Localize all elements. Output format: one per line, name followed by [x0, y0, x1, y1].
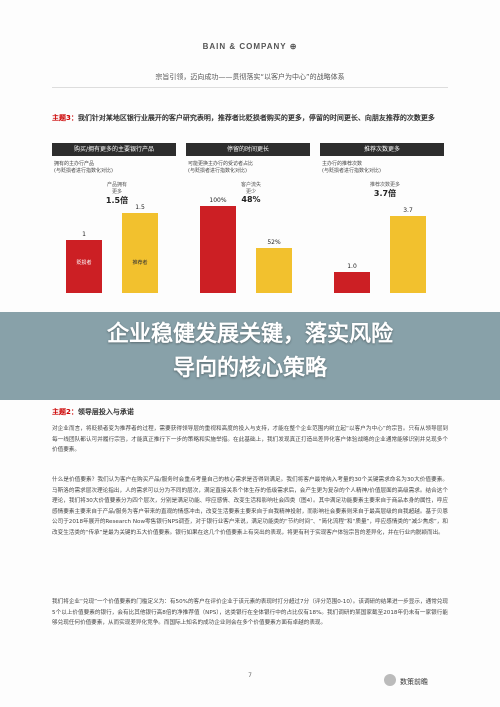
- panel-description: 主办行的推荐次数 (与贬损者进行指数化对比): [322, 161, 381, 174]
- figure-title-text: 我们针对某地区银行业展开的客户研究表明，推荐者比贬损者购买的更多，停留的时间更长…: [77, 114, 435, 122]
- paragraph-1: 对企业而言，将贬损者变为推荐者的过程，需要获得领导层的重视和高度的投入与支持，才…: [52, 426, 448, 453]
- figure-label: 主题3：: [52, 114, 78, 122]
- bar-value-label: 3.7: [403, 207, 413, 214]
- panel-heading: 推荐次数更多: [320, 143, 444, 156]
- callout-value: 3.7倍: [373, 189, 397, 198]
- chart-callout: 推荐次数更多 3.7倍: [360, 181, 410, 199]
- bar-value-label: 1.0: [347, 263, 357, 270]
- bar-value-label: 100%: [209, 197, 227, 204]
- callout-value: 1.5倍: [105, 196, 129, 205]
- panel-description: 拥有的主办行产品 (与贬损者进行指数化对比): [54, 161, 113, 174]
- callout-label: 客户流失 更少: [240, 182, 261, 195]
- bar: [256, 248, 292, 293]
- bar: [122, 213, 158, 293]
- chart-callout: 客户流失 更少 48%: [226, 181, 276, 204]
- chart-panel-2: 停留的时间更长 可能更换主办行的受访者占比 (与贬损者进行指数化对比) 100% 52…: [186, 143, 310, 295]
- bar-value-label: 1: [82, 231, 86, 238]
- callout-label: 产品拥有 更多: [106, 182, 127, 195]
- page-number: 7: [248, 672, 252, 679]
- overlay-title: 企业稳健发展关键，落实风险 导向的核心策略: [0, 318, 500, 386]
- bar: [200, 206, 236, 293]
- theme-heading: 主题2：领导层投入与承诺: [52, 407, 452, 417]
- running-header: 宗旨引领，迈向成功——贯彻落实“以客户为中心”的战略体系: [155, 73, 345, 81]
- bar: [390, 216, 426, 293]
- paragraph-2: 什么是价值要素？我们认为客户在购买产品/服务时会重点考量自己的核心需求是否得到满…: [52, 477, 448, 536]
- bar-value-label: 52%: [267, 239, 281, 246]
- panel-description: 可能更换主办行的受访者占比 (与贬损者进行指数化对比): [188, 161, 254, 174]
- overlay-title-line-2: 导向的核心策略: [172, 356, 327, 381]
- figure-title: 主题3：我们针对某地区银行业展开的客户研究表明，推荐者比贬损者购买的更多，停留的…: [52, 112, 452, 124]
- title-overlay-band: [0, 312, 500, 400]
- brand-logo: BAIN & COMPANY ⊕: [202, 42, 298, 51]
- chart-callout: 产品拥有 更多 1.5倍: [92, 181, 142, 206]
- bar: [66, 240, 102, 293]
- bar-category-label: 贬损者: [76, 260, 92, 266]
- watermark: 数策前瞻: [400, 678, 428, 686]
- header-divider: [52, 87, 448, 88]
- callout-label: 推荐次数更多: [369, 182, 400, 188]
- panel-heading: 停留的时间更长: [186, 143, 310, 156]
- bar-value-label: 1.5: [135, 204, 145, 211]
- panel-heading: 购买/拥有更多的主要银行产品: [52, 143, 176, 156]
- theme-label: 主题2：: [52, 408, 78, 416]
- callout-value: 48%: [241, 195, 261, 204]
- bar: [334, 272, 370, 293]
- overlay-title-line-1: 企业稳健发展关键，落实风险: [106, 322, 393, 347]
- paragraph-3: 我们将企业“兑现”一个价值要素的门槛定义为：有50%的客户在评价企业于该元素的表…: [52, 599, 448, 626]
- chart-panel-1: 购买/拥有更多的主要银行产品 拥有的主办行产品 (与贬损者进行指数化对比) 1 贬损者…: [52, 143, 176, 295]
- bar-category-label: 推荐者: [132, 260, 148, 266]
- chart-panel-3: 推荐次数更多 主办行的推荐次数 (与贬损者进行指数化对比) 1.0 3.7 推荐次数更多…: [320, 143, 444, 295]
- theme-title-text: 领导层投入与承诺: [77, 408, 134, 416]
- wechat-icon: [384, 674, 396, 686]
